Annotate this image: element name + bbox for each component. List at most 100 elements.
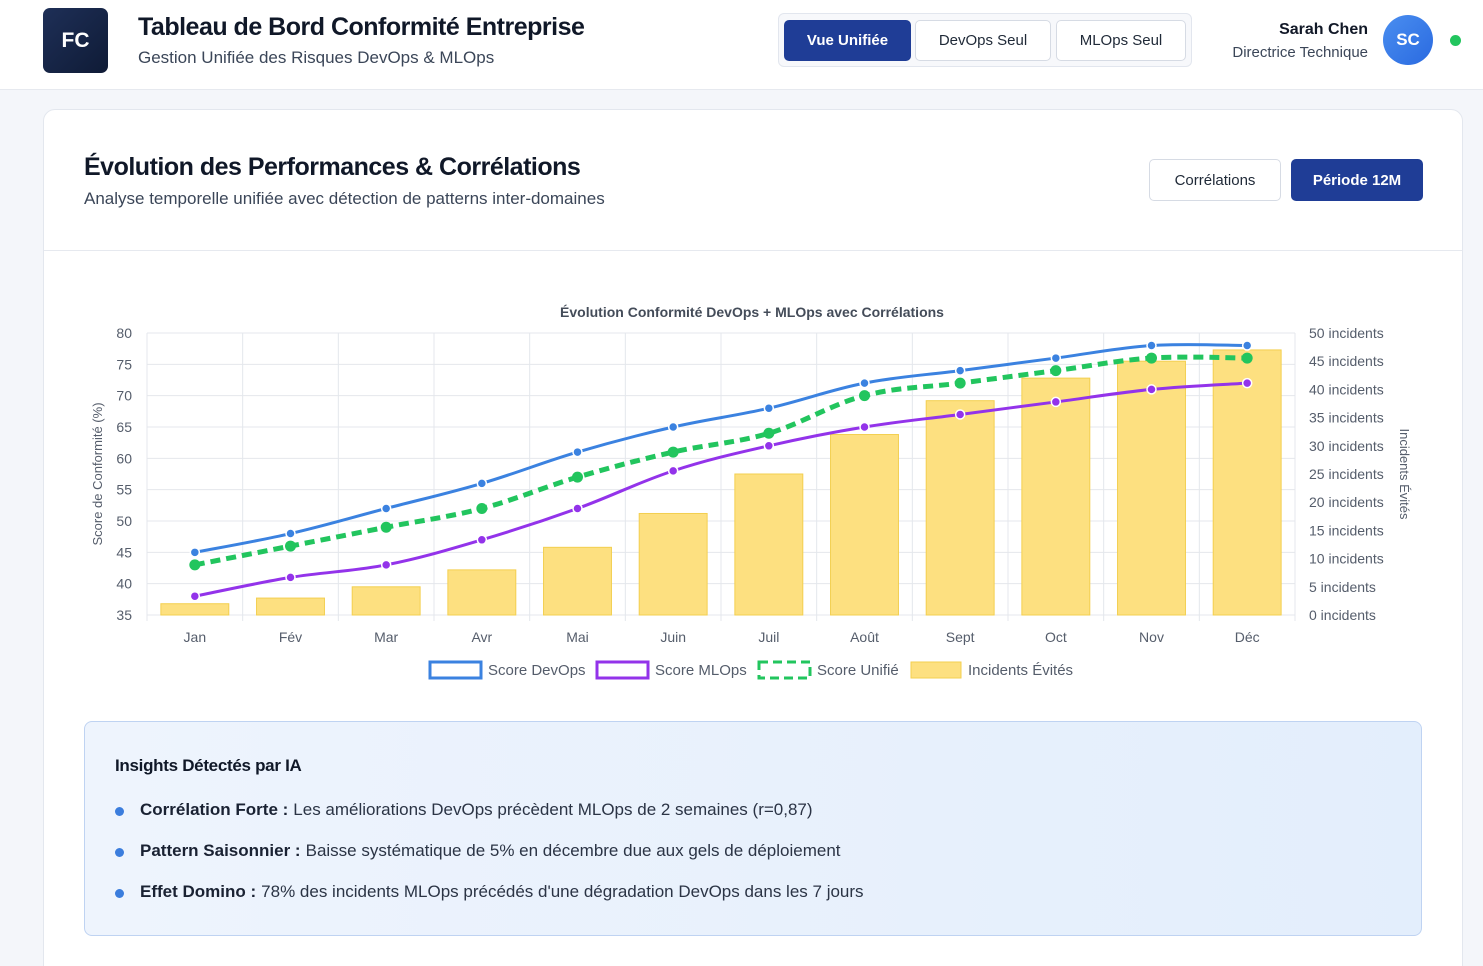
point-score-mlops (1241, 377, 1253, 389)
card-header: Évolution des Performances & Corrélation… (44, 110, 1462, 251)
point-score-unifie (1050, 365, 1062, 377)
bar-incidents-evites (1021, 377, 1091, 616)
y-tick-label: 35 (116, 607, 132, 623)
point-score-devops (1146, 340, 1157, 351)
y2-tick-label: 45 incidents (1309, 353, 1384, 369)
point-score-mlops (380, 559, 392, 571)
insight-text: Baisse systématique de 5% en décembre du… (305, 841, 841, 860)
panel-subtitle: Analyse temporelle unifiée avec détectio… (84, 189, 605, 208)
view-mlops-button[interactable]: MLOps Seul (1056, 20, 1186, 61)
y-tick-label: 60 (116, 450, 132, 466)
online-status-icon (1450, 35, 1461, 46)
line-score-mlops (194, 381, 1248, 598)
y-tick-label: 70 (116, 388, 132, 404)
x-tick-label: Juin (660, 629, 686, 645)
y-tick-label: 50 (116, 513, 132, 529)
app-logo: FC (43, 8, 108, 73)
point-score-unifie (476, 502, 488, 514)
point-score-mlops (763, 440, 775, 452)
period-12m-button[interactable]: Période 12M (1291, 159, 1423, 201)
y2-tick-label: 25 incidents (1309, 466, 1384, 482)
point-score-devops (954, 365, 966, 376)
insight-item: Effet Domino : 78% des incidents MLOps p… (115, 882, 864, 902)
y2-tick-label: 30 incidents (1309, 438, 1384, 454)
y2-axis-label: Incidents Évités (1397, 428, 1412, 520)
x-tick-label: Sept (946, 629, 975, 645)
y2-tick-label: 20 incidents (1309, 494, 1384, 510)
bar-incidents-evites (351, 586, 421, 616)
y-tick-label: 75 (116, 356, 132, 372)
y-tick-label: 40 (116, 576, 132, 592)
bar-incidents-evites (1117, 360, 1186, 616)
point-score-mlops (189, 590, 201, 602)
bar-incidents-evites (256, 597, 325, 616)
bar-incidents-evites (925, 400, 995, 616)
point-score-mlops (859, 421, 870, 433)
insight-label: Corrélation Forte : (140, 800, 289, 819)
bar-incidents-evites (160, 603, 230, 616)
point-score-unifie (859, 390, 870, 402)
y-tick-label: 65 (116, 419, 132, 435)
insight-item: Pattern Saisonnier : Baisse systématique… (115, 841, 841, 861)
line-score-devops (194, 343, 1248, 554)
y2-tick-label: 10 incidents (1309, 551, 1384, 567)
chart-legend: Score DevOps Score MLOps Score Unifié Incid… (428, 660, 1073, 680)
legend-swatch (757, 660, 812, 680)
view-unified-button[interactable]: Vue Unifiée (784, 20, 911, 61)
point-score-devops (380, 503, 392, 514)
bars-incidents (160, 349, 1282, 616)
x-tick-label: Nov (1139, 629, 1164, 645)
point-score-mlops (285, 572, 296, 583)
point-score-mlops (1146, 384, 1157, 395)
point-score-unifie (285, 540, 296, 552)
y2-tick-label: 5 incidents (1309, 579, 1376, 595)
view-switcher: Vue Unifiée DevOps Seul MLOps Seul (778, 13, 1192, 67)
correlations-button[interactable]: Corrélations (1149, 159, 1281, 201)
point-score-mlops (1050, 396, 1062, 408)
point-score-unifie (1241, 352, 1253, 364)
bar-incidents-evites (447, 569, 517, 616)
point-score-mlops (954, 409, 966, 420)
y2-tick-label: 35 incidents (1309, 410, 1384, 426)
ai-insights-panel: Insights Détectés par IA Corrélation For… (84, 721, 1422, 936)
app-subtitle: Gestion Unifiée des Risques DevOps & MLO… (138, 48, 495, 67)
view-devops-button[interactable]: DevOps Seul (915, 20, 1051, 61)
y-tick-label: 80 (116, 325, 132, 341)
y2-tick-label: 50 incidents (1309, 325, 1384, 341)
insight-label: Effet Domino : (140, 882, 257, 901)
insights-title: Insights Détectés par IA (115, 756, 302, 775)
point-score-mlops (572, 503, 583, 514)
bar-incidents-evites (1212, 349, 1282, 616)
y-tick-label: 55 (116, 482, 132, 498)
point-score-devops (1050, 352, 1062, 364)
point-score-unifie (667, 446, 679, 458)
top-header: FC Tableau de Bord Conformité Entreprise… (0, 0, 1483, 90)
legend-swatch (910, 661, 962, 679)
avatar[interactable]: SC (1383, 15, 1433, 65)
legend-swatch (595, 660, 650, 680)
x-tick-label: Oct (1045, 629, 1067, 645)
insight-text: Les améliorations DevOps précèdent MLOps… (293, 800, 813, 819)
legend-swatch (428, 660, 483, 680)
point-score-unifie (954, 377, 966, 389)
x-tick-label: Mai (566, 629, 589, 645)
bar-incidents-evites (638, 512, 708, 616)
x-tick-label: Déc (1235, 629, 1260, 645)
point-score-mlops (476, 534, 488, 546)
y2-tick-label: 40 incidents (1309, 381, 1384, 397)
point-score-devops (476, 478, 488, 489)
user-role: Directrice Technique (1232, 44, 1368, 61)
point-score-unifie (572, 471, 583, 483)
point-score-unifie (189, 559, 201, 571)
chart-title: Évolution Conformité DevOps + MLOps avec… (560, 304, 944, 320)
point-score-devops (859, 377, 870, 389)
bar-incidents-evites (543, 546, 612, 616)
chart-axes: 80 75 70 65 60 55 50 45 40 35 50 incidents 45 incid… (116, 325, 1383, 645)
point-score-devops (285, 528, 296, 539)
bullet-icon (115, 847, 124, 857)
insight-label: Pattern Saisonnier : (140, 841, 301, 860)
bullet-icon (115, 888, 124, 898)
y-tick-label: 45 (116, 544, 132, 560)
point-score-devops (763, 402, 775, 414)
